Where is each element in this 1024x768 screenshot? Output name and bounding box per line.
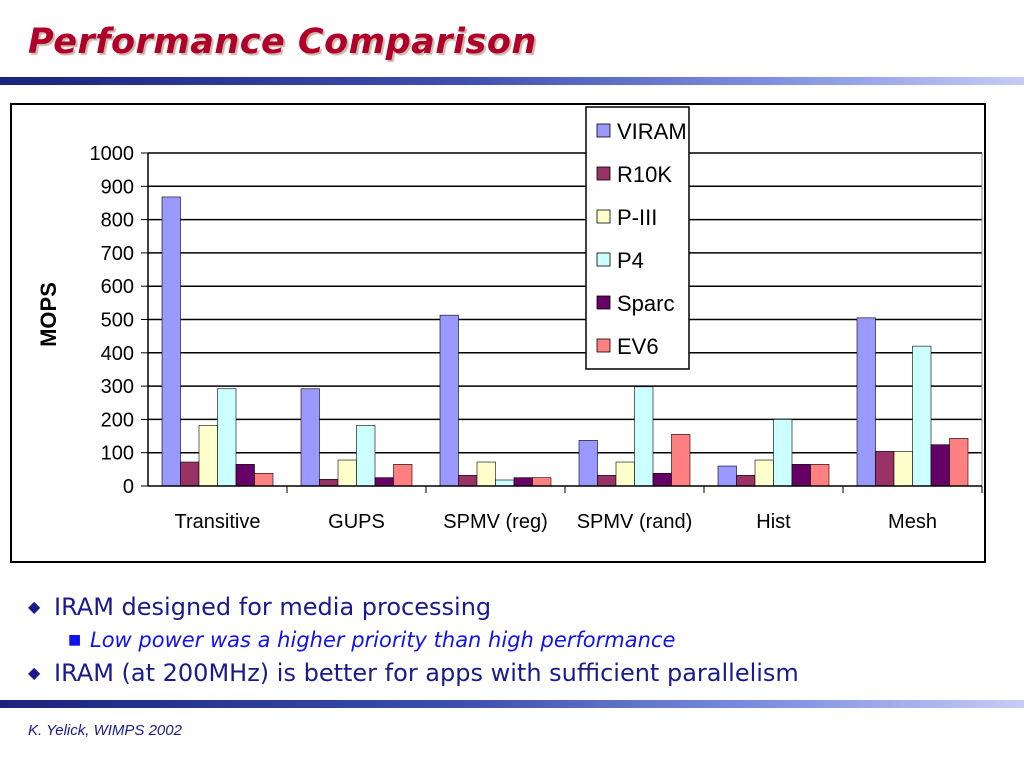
y-axis-title: MOPS — [36, 282, 61, 347]
legend-label: P4 — [617, 248, 644, 273]
bar — [458, 475, 478, 487]
bar — [773, 419, 793, 487]
bar — [180, 461, 200, 487]
y-tick-label: 100 — [101, 443, 134, 465]
bar — [513, 477, 533, 487]
legend-swatch — [596, 166, 611, 181]
bullet-item: ◆ IRAM designed for media processing — [28, 590, 1008, 624]
bar — [736, 475, 756, 487]
bar — [634, 386, 654, 487]
x-category-label: SPMV (reg) — [443, 511, 547, 533]
bar — [754, 459, 774, 487]
bar — [810, 464, 830, 487]
bar — [893, 451, 913, 487]
bar — [476, 461, 496, 487]
bullet-list: ◆ IRAM designed for media processing ■ L… — [28, 590, 1008, 690]
x-category-label: Mesh — [888, 511, 937, 533]
bar — [532, 477, 552, 487]
y-tick-label: 400 — [101, 343, 134, 365]
bar — [717, 465, 737, 487]
bar — [930, 444, 950, 487]
bar — [949, 438, 969, 487]
y-tick-label: 300 — [101, 376, 134, 398]
bar — [393, 464, 413, 487]
bar — [439, 314, 459, 487]
y-tick-label: 900 — [101, 176, 134, 198]
sub-bullet-item: ■ Low power was a higher priority than h… — [28, 624, 1008, 656]
legend-label: VIRAM — [617, 119, 687, 144]
y-tick-label: 200 — [101, 409, 134, 431]
x-category-label: Transitive — [175, 511, 261, 533]
legend-label: R10K — [617, 162, 672, 187]
bar — [615, 461, 635, 487]
bar — [319, 479, 339, 487]
bar-chart: 0 100 200 300 400 500 600 700 800 900 1000 Transiti… — [36, 106, 983, 533]
footer-credit: K. Yelick, WIMPS 2002 — [28, 722, 182, 739]
bar — [356, 425, 376, 487]
bar — [374, 477, 394, 487]
bar — [856, 317, 876, 487]
chart-frame: 0 100 200 300 400 500 600 700 800 900 1000 Transiti… — [10, 103, 986, 563]
diamond-bullet-icon: ◆ — [28, 597, 41, 616]
legend-swatch — [596, 209, 611, 224]
legend-label: Sparc — [617, 291, 674, 316]
x-category-label: Hist — [756, 511, 791, 533]
bullet-text: IRAM designed for media processing — [54, 593, 492, 621]
sub-bullet-text: Low power was a higher priority than hig… — [90, 628, 676, 652]
bar — [161, 196, 181, 487]
bullet-text: IRAM (at 200MHz) is better for apps with… — [54, 659, 799, 687]
bar — [198, 425, 218, 487]
bar — [254, 473, 274, 487]
bar — [597, 475, 617, 487]
bar — [337, 459, 357, 487]
bar — [235, 464, 255, 487]
y-tick-label: 0 — [123, 476, 134, 498]
x-category-label: SPMV (rand) — [577, 511, 693, 533]
legend-swatch — [596, 295, 611, 310]
bar — [652, 473, 672, 487]
bar — [875, 451, 895, 487]
bar — [495, 479, 515, 487]
legend-label: P-III — [617, 205, 657, 230]
legend-swatch — [596, 252, 611, 267]
y-tick-label: 500 — [101, 310, 134, 332]
bar — [578, 440, 598, 487]
footer-divider — [0, 700, 1024, 708]
legend-swatch — [596, 123, 611, 138]
bar — [217, 388, 237, 487]
square-bullet-icon: ■ — [68, 632, 82, 648]
slide-title: Performance Comparison — [28, 22, 537, 62]
y-tick-label: 1000 — [90, 143, 135, 165]
bar — [791, 464, 811, 487]
bar — [671, 434, 691, 487]
bar — [912, 345, 932, 487]
legend-label: EV6 — [617, 334, 659, 359]
y-tick-label: 800 — [101, 210, 134, 232]
diamond-bullet-icon: ◆ — [28, 663, 41, 682]
legend-swatch — [596, 338, 611, 353]
x-category-label: GUPS — [328, 511, 385, 533]
legend-box — [585, 106, 690, 370]
y-tick-label: 600 — [101, 276, 134, 298]
bar — [300, 388, 320, 487]
bullet-item: ◆ IRAM (at 200MHz) is better for apps wi… — [28, 656, 1008, 690]
y-tick-label: 700 — [101, 243, 134, 265]
title-divider — [0, 77, 1024, 85]
